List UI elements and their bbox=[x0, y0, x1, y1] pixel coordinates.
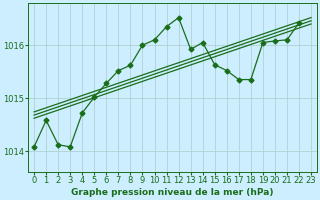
X-axis label: Graphe pression niveau de la mer (hPa): Graphe pression niveau de la mer (hPa) bbox=[71, 188, 274, 197]
